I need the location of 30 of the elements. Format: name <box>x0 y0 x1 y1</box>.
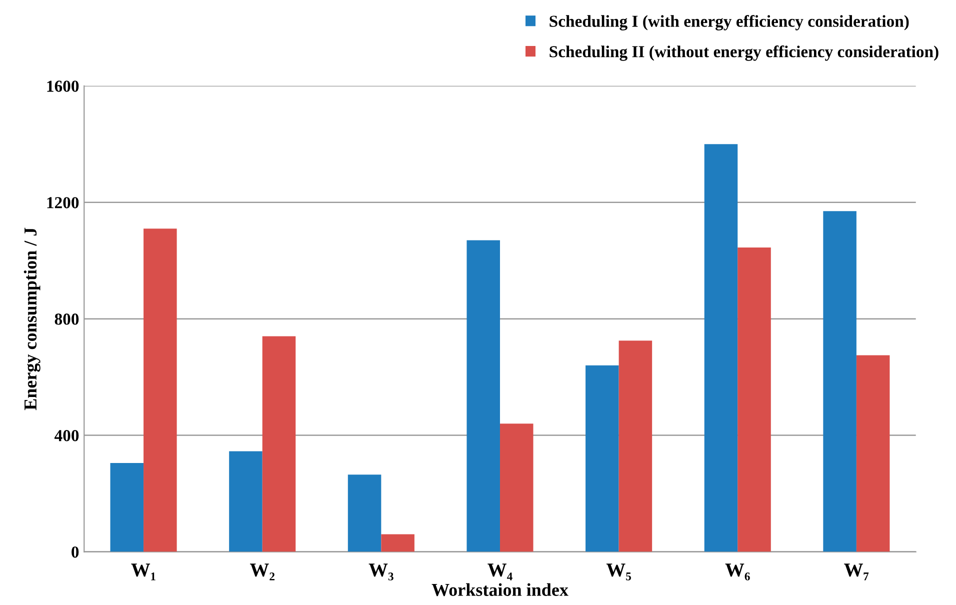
x-tick-label: W₄ <box>488 564 512 580</box>
bar <box>586 365 619 552</box>
y-tick-label: 1200 <box>47 197 79 208</box>
legend-label: Scheduling II (without energy efficiency consideration) <box>550 45 938 61</box>
bar <box>823 211 856 552</box>
y-tick-label: 0 <box>72 546 79 558</box>
bar <box>500 424 534 552</box>
x-tick-label: W₁ <box>131 564 156 580</box>
bar <box>466 240 500 552</box>
y-axis-title: Energy consumption / J <box>24 228 40 410</box>
y-tick-label: 400 <box>54 430 79 442</box>
x-tick-label: W₅ <box>606 564 631 580</box>
x-axis-title: Workstaion index <box>432 583 568 596</box>
x-tick-label: W₆ <box>725 564 750 580</box>
bar <box>262 336 296 552</box>
x-tick-label: W₇ <box>844 564 869 580</box>
bar <box>856 355 890 552</box>
bar <box>381 534 414 552</box>
x-tick-label: W₃ <box>368 564 394 580</box>
bar <box>229 451 262 552</box>
x-tick-label: W₂ <box>250 564 274 580</box>
bar <box>348 474 382 552</box>
y-tick-label: 1600 <box>47 80 79 92</box>
bar <box>144 228 177 552</box>
bar <box>618 340 652 552</box>
bar <box>704 144 738 552</box>
bar <box>110 462 144 552</box>
legend-label: Scheduling I (with energy efficiency consideration) <box>550 15 909 30</box>
y-tick-label: 800 <box>54 314 79 325</box>
bar <box>738 248 771 552</box>
